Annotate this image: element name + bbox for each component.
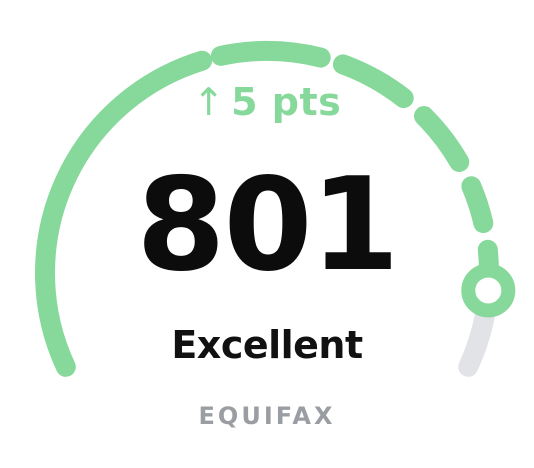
gauge-dash-segment [332,54,414,109]
gauge-arc-solid [35,50,213,377]
gauge-dash-segment [413,106,470,172]
score-rating: Excellent [171,323,363,367]
score-change: ↑ 5 pts [0,76,534,128]
bureau-name: EQUIFAX [198,402,336,430]
gauge-dash-segment [210,41,331,68]
arrow-up-icon: ↑ [192,80,226,124]
score-marker-icon [461,263,516,318]
gauge-dash-segment [461,176,494,234]
score-change-text: 5 pts [231,80,342,124]
credit-score-value: 801 [136,151,399,300]
